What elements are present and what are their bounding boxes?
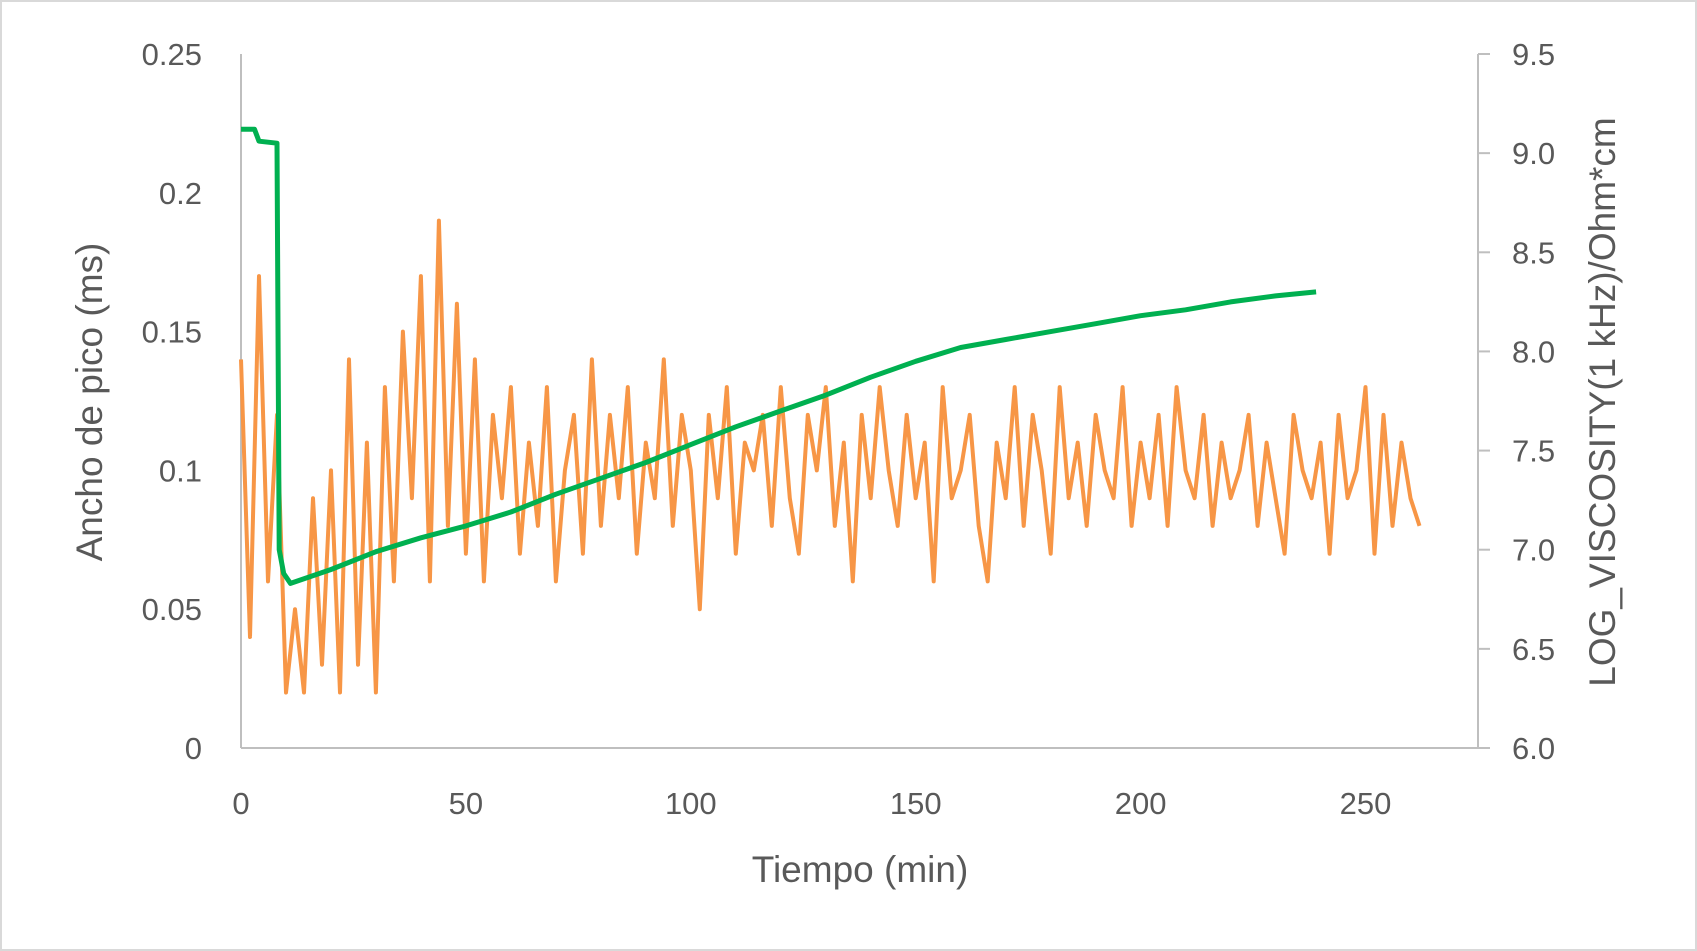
- right-y-axis-title: LOG_VISCOSITY(1 kHz)/Ohm*cm: [1582, 117, 1623, 687]
- right-y-tick-label: 8.0: [1512, 334, 1555, 369]
- right-y-tick-label: 8.5: [1512, 235, 1555, 270]
- left-y-tick-label: 0.15: [142, 315, 202, 350]
- right-y-tick-label: 6.5: [1512, 632, 1555, 667]
- x-tick-label: 0: [232, 786, 249, 821]
- series-log-viscosity-line: [241, 126, 1317, 586]
- left-y-tick-label: 0: [185, 731, 202, 766]
- left-y-tick-label: 0.2: [159, 176, 202, 211]
- x-tick-label: 250: [1340, 786, 1392, 821]
- x-tick-label: 50: [449, 786, 483, 821]
- right-y-tick-label: 9.0: [1512, 136, 1555, 171]
- x-tick-label: 150: [890, 786, 942, 821]
- right-y-tick-label: 7.0: [1512, 533, 1555, 568]
- left-y-tick-label: 0.25: [142, 37, 202, 72]
- right-y-tick-label: 6.0: [1512, 731, 1555, 766]
- series-ancho-de-pico-line: [239, 218, 1422, 695]
- x-tick-label: 100: [665, 786, 717, 821]
- left-y-tick-label: 0.05: [142, 592, 202, 627]
- left-y-tick-label: 0.1: [159, 453, 202, 488]
- right-y-tick-label: 7.5: [1512, 434, 1555, 469]
- right-y-tick-label: 9.5: [1512, 37, 1555, 72]
- x-axis-title: Tiempo (min): [752, 849, 969, 890]
- left-y-axis-title: Ancho de pico (ms): [69, 243, 110, 562]
- x-tick-label: 200: [1115, 786, 1167, 821]
